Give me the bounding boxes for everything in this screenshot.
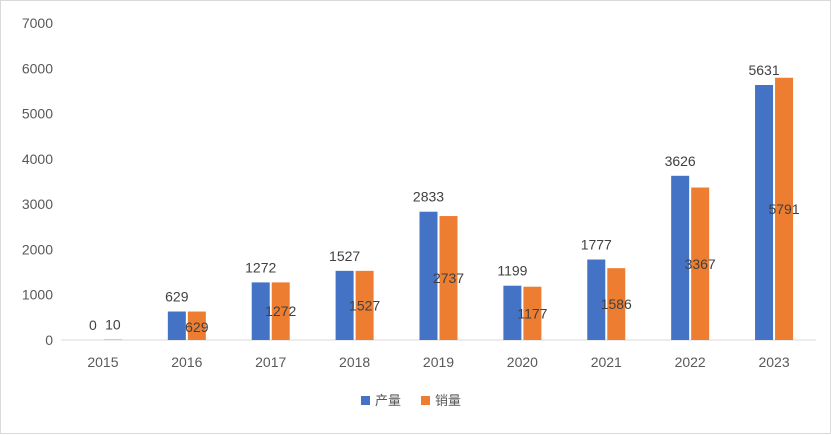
data-label: 0	[89, 317, 97, 333]
x-tick-label: 2021	[591, 354, 622, 370]
x-tick-label: 2018	[339, 354, 370, 370]
y-tick-label: 7000	[22, 15, 53, 31]
data-label: 1272	[265, 303, 296, 319]
data-label: 1527	[349, 297, 380, 313]
data-label: 3367	[685, 256, 716, 272]
data-label: 1586	[601, 296, 632, 312]
data-label: 10	[105, 317, 121, 333]
legend-swatch	[361, 396, 370, 405]
x-tick-label: 2017	[255, 354, 286, 370]
legend-label: 销量	[435, 394, 461, 409]
data-label: 1527	[329, 248, 360, 264]
x-tick-label: 2020	[507, 354, 538, 370]
bar-production	[168, 312, 186, 340]
data-label: 1777	[581, 237, 612, 253]
data-label: 1272	[245, 259, 276, 275]
y-tick-label: 3000	[22, 196, 53, 212]
data-label: 5631	[748, 62, 779, 78]
x-tick-label: 2022	[675, 354, 706, 370]
legend-label: 产量	[375, 394, 401, 409]
data-label: 2833	[413, 189, 444, 205]
x-tick-label: 2016	[171, 354, 202, 370]
y-tick-label: 2000	[22, 241, 53, 257]
x-tick-label: 2023	[758, 354, 789, 370]
y-tick-label: 6000	[22, 60, 53, 76]
data-label: 5791	[768, 201, 799, 217]
data-label: 1199	[497, 263, 527, 279]
y-tick-label: 0	[45, 332, 53, 348]
y-tick-label: 5000	[22, 106, 53, 122]
x-tick-label: 2019	[423, 354, 454, 370]
data-label: 1177	[517, 305, 547, 321]
data-label: 629	[185, 319, 209, 335]
data-label: 3626	[665, 153, 696, 169]
data-label: 2737	[433, 270, 464, 286]
y-tick-label: 4000	[22, 151, 53, 167]
legend-swatch	[421, 396, 430, 405]
data-label: 629	[165, 289, 189, 305]
y-tick-label: 1000	[22, 287, 53, 303]
x-tick-label: 2015	[87, 354, 118, 370]
